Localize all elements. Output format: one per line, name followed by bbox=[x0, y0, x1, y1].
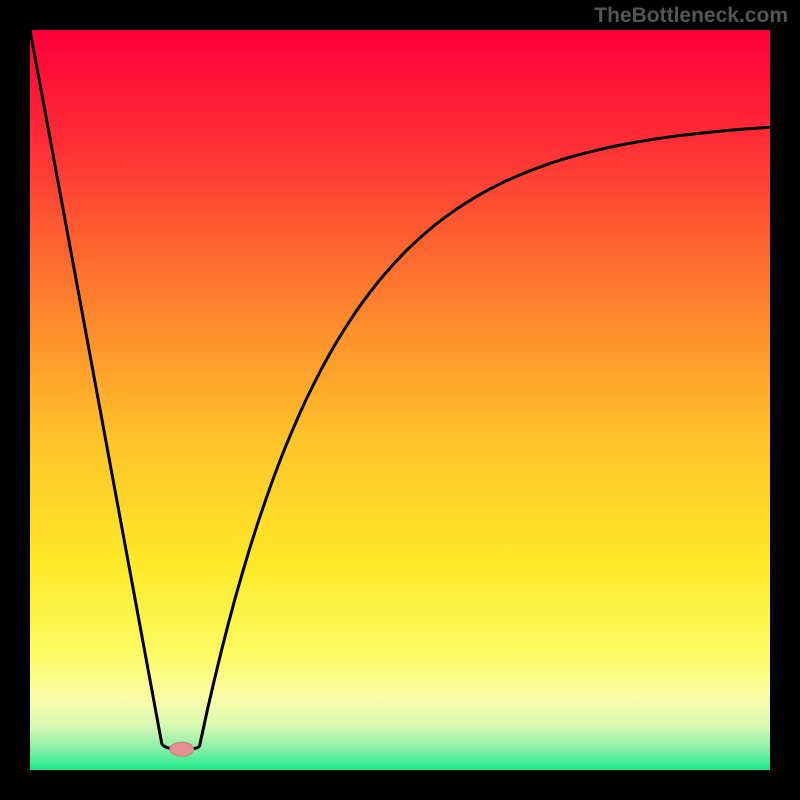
chart-background bbox=[30, 30, 770, 770]
optimal-point-marker bbox=[170, 742, 194, 756]
chart-container: TheBottleneck.com bbox=[0, 0, 800, 800]
watermark-text: TheBottleneck.com bbox=[594, 4, 788, 28]
bottleneck-chart bbox=[0, 0, 800, 800]
